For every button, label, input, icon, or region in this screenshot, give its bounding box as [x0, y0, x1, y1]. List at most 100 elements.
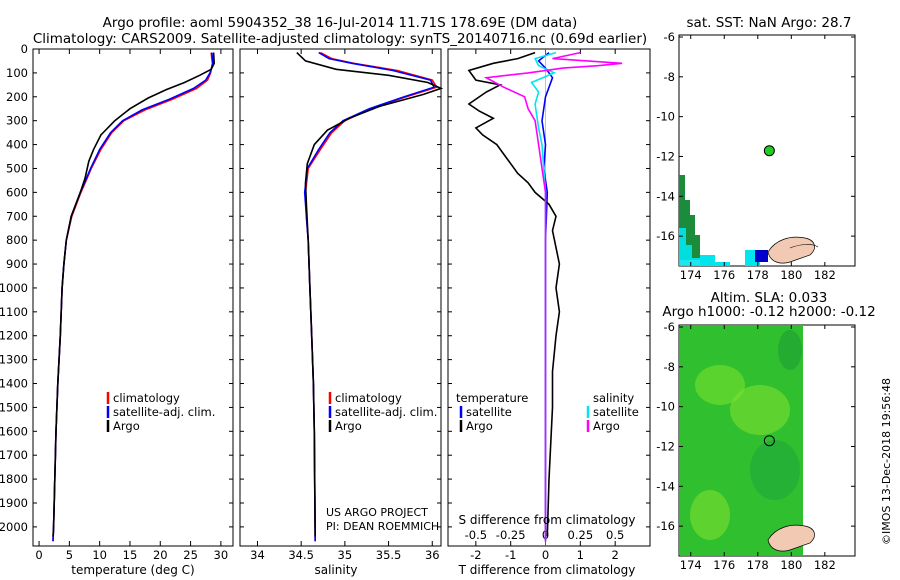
difference-x-label: T difference from climatology	[458, 563, 636, 577]
sst-map	[678, 34, 856, 267]
legend-t-satellite-label: satellite	[466, 405, 512, 419]
series-line-argo	[52, 52, 216, 537]
series-line-t-argo	[467, 51, 561, 537]
map-lon-label: 174	[680, 268, 702, 282]
difference-plot-frame	[447, 48, 651, 547]
depth-tick-label: 800	[6, 233, 28, 247]
sla-map-axes: -6 -8 -10 -12 -14 -16 174 176 178 180 182	[656, 320, 855, 572]
s-tick-label: -0.25	[496, 528, 526, 542]
map-lat-label: -6	[664, 320, 675, 334]
x-tick-label: 25	[183, 548, 198, 562]
legend-salinity-title: salinity	[593, 391, 634, 405]
x-tick-label: 35.5	[376, 548, 402, 562]
legend-argo-label: Argo	[335, 419, 362, 433]
temperature-plot: 0 5 10 15 20 25 30	[33, 48, 233, 562]
map-lat-label: -6	[664, 30, 675, 44]
x-tick-label: -1	[505, 548, 516, 562]
x-tick-label: 20	[153, 548, 168, 562]
map-lat-label: -12	[656, 149, 675, 163]
sla-anomaly-blob	[730, 385, 790, 435]
depth-tick-label: 1100	[0, 305, 28, 319]
difference-legend: temperature satellite Argo salinity sate…	[456, 391, 639, 433]
legend-argo-label: Argo	[113, 419, 140, 433]
map-lat-label: -8	[664, 70, 675, 84]
map-lon-label: 178	[747, 558, 769, 572]
x-tick-label: 0	[542, 548, 549, 562]
depth-tick-label: 400	[6, 138, 28, 152]
map-lon-label: 176	[713, 558, 735, 572]
difference-plot: -2 -1 0 1 2-0.5 -0.25 0 0.25 0.5	[448, 48, 650, 562]
legend-temperature-title: temperature	[456, 391, 528, 405]
series-line-s-argo	[483, 51, 623, 542]
legend-satellite-label: satellite-adj. clim.	[113, 405, 215, 419]
salinity-plot: 34 34.5 35 35.5 36	[240, 48, 444, 562]
depth-tick-label: 1600	[0, 424, 28, 438]
sst-cyan-patch	[700, 255, 730, 266]
depth-tick-label: 0	[21, 42, 28, 56]
x-tick-label: 34.5	[288, 548, 314, 562]
temperature-plot-frame	[32, 48, 234, 547]
depth-tick-label: 900	[6, 257, 28, 271]
map-lon-label: 174	[680, 558, 702, 572]
series-line-climatology	[304, 51, 438, 542]
credit-line1: US ARGO PROJECT	[326, 506, 428, 519]
difference-top-label: S difference from climatology	[459, 513, 636, 527]
x-tick-label: 36	[425, 548, 440, 562]
x-tick-label: 2	[612, 548, 619, 562]
depth-tick-label: 1800	[0, 472, 28, 486]
legend-satellite-label: satellite-adj. clim.	[335, 405, 437, 419]
map-lat-label: -16	[656, 519, 675, 533]
map-lat-label: -16	[656, 229, 675, 243]
map-lon-label: 182	[814, 268, 836, 282]
depth-tick-label: 200	[6, 90, 28, 104]
map-lon-label: 180	[780, 268, 802, 282]
depth-tick-label: 1400	[0, 377, 28, 391]
depth-tick-label: 100	[6, 66, 28, 80]
map-lat-label: -10	[656, 400, 675, 414]
series-line-satellite-adj-clim-	[303, 51, 436, 542]
legend-s-argo-label: Argo	[593, 419, 620, 433]
map-lat-label: -14	[656, 189, 675, 203]
argo-float-marker	[763, 435, 775, 447]
sla-map-title-line2: Argo h1000: -0.12 h2000: -0.12	[662, 304, 875, 320]
depth-axis: 0 100 200 300 400 500 600 700 800 900 1000 1100 1200…	[0, 42, 28, 534]
depth-tick-label: 1000	[0, 281, 28, 295]
sla-anomaly-blob	[778, 330, 802, 370]
depth-tick-label: 700	[6, 209, 28, 223]
depth-tick-label: 1500	[0, 400, 28, 414]
depth-tick-label: 1200	[0, 329, 28, 343]
sla-map	[678, 324, 856, 557]
s-tick-label: -0.5	[465, 528, 487, 542]
island-shape	[767, 236, 815, 264]
x-tick-label: 34	[250, 548, 265, 562]
x-tick-label: 0	[35, 548, 42, 562]
island-shape	[767, 524, 815, 552]
x-tick-label: 5	[66, 548, 73, 562]
s-tick-label: 0.5	[606, 528, 624, 542]
sst-cyan-patch	[679, 228, 700, 266]
depth-tick-label: 500	[6, 161, 28, 175]
x-tick-label: 10	[92, 548, 107, 562]
map-lat-label: -10	[656, 110, 675, 124]
legend-climatology-label: climatology	[335, 391, 402, 405]
legend-climatology-label: climatology	[113, 391, 180, 405]
salinity-x-label: salinity	[314, 563, 357, 577]
map-lat-label: -12	[656, 439, 675, 453]
map-lon-label: 180	[780, 558, 802, 572]
sla-map-title-line1: Altim. SLA: 0.033	[711, 290, 828, 306]
map-lat-label: -14	[656, 479, 675, 493]
series-line-climatology	[52, 52, 214, 542]
island-outline	[789, 244, 819, 249]
depth-tick-label: 600	[6, 185, 28, 199]
salinity-plot-frame	[239, 48, 442, 547]
temperature-x-label: temperature (deg C)	[71, 563, 194, 577]
map-lat-label: -8	[664, 360, 675, 374]
temperature-legend: climatology satellite-adj. clim. Argo	[106, 391, 215, 433]
figure-title-line1: Argo profile: aoml 5904352_38 16-Jul-201…	[103, 15, 578, 31]
x-tick-label: 15	[123, 548, 138, 562]
series-line-t-satellite	[537, 51, 554, 542]
credit-line2: PI: DEAN ROEMMICH	[326, 520, 439, 533]
figure-title-line2: Climatology: CARS2009. Satellite-adjuste…	[33, 31, 647, 47]
x-tick-label: 1	[577, 548, 584, 562]
